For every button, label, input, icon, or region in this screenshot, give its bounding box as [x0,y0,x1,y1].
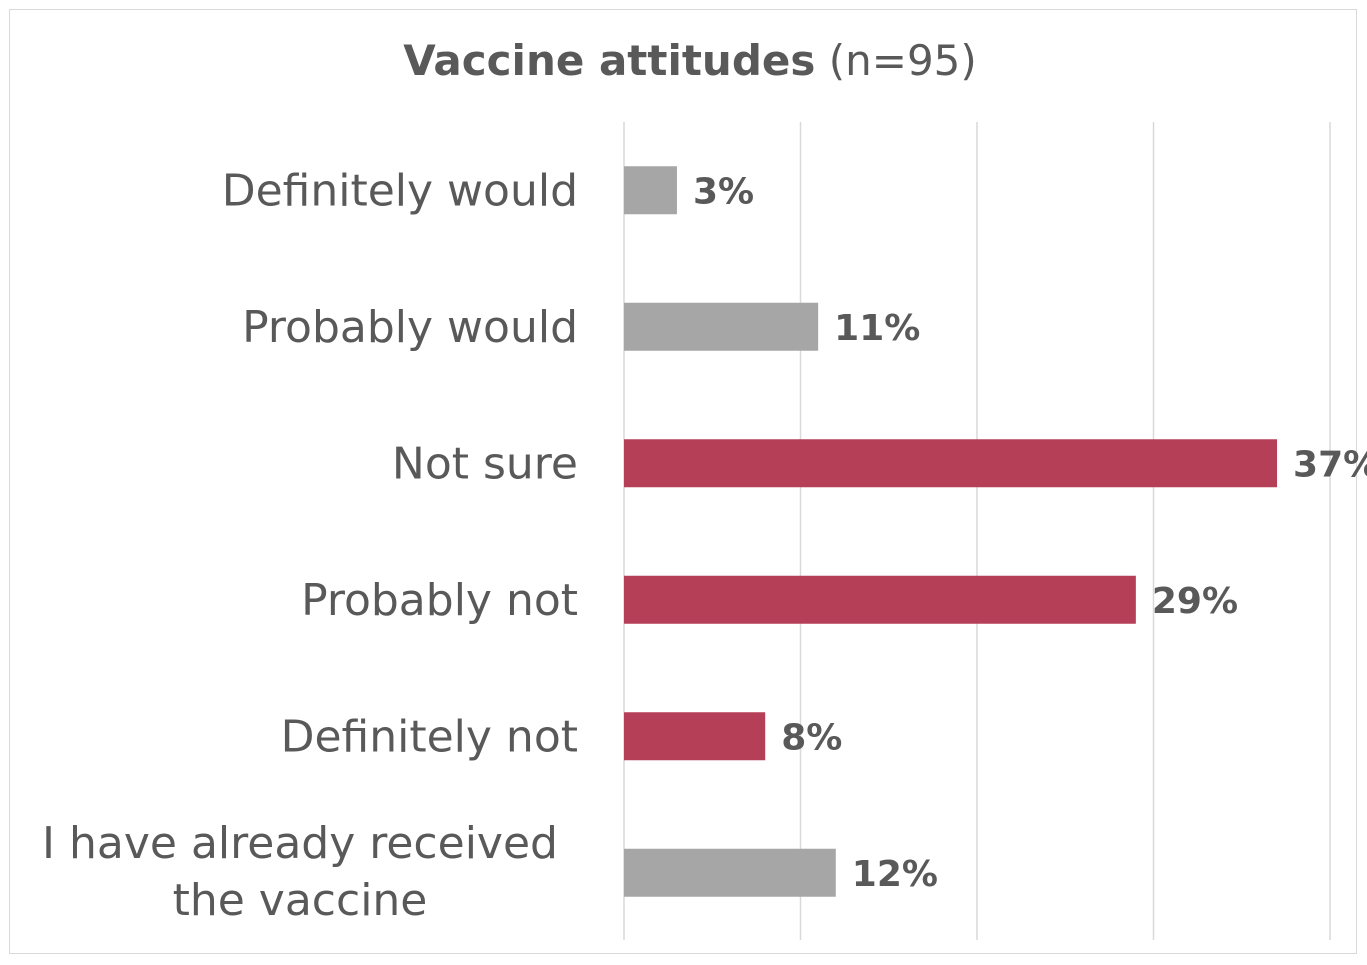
bar-1 [624,166,677,215]
value-label-1: 3% [693,171,754,212]
value-label-4: 29% [1152,581,1238,622]
bar-6 [624,848,836,897]
chart-title: Vaccine attitudes (n=95) [0,36,1367,85]
chart-title-sample-size: (n=95) [828,36,977,85]
category-label-4: Probably not [301,575,578,626]
chart-frame [9,9,1357,954]
category-labels: Definitely would Probably would Not sure Pr… [42,165,578,926]
bar-2 [624,302,819,351]
value-label-5: 8% [781,717,842,758]
bars [624,166,1278,897]
bar-5 [624,712,766,761]
category-label-3: Not sure [392,438,578,489]
value-labels: 3% 11% 37% 29% 8% 12% [693,171,1367,895]
chart-title-main: Vaccine attitudes [403,36,816,85]
category-label-6: I have already received the vaccine [42,818,558,926]
bar-4 [624,575,1136,624]
category-label-1: Definitely would [222,165,578,216]
category-label-2: Probably would [242,302,578,353]
category-label-5: Definitely not [281,711,578,762]
value-label-6: 12% [852,854,938,895]
gridlines [623,122,1331,940]
value-label-2: 11% [834,308,920,349]
value-label-3: 37% [1293,444,1367,485]
bar-3 [624,439,1278,488]
